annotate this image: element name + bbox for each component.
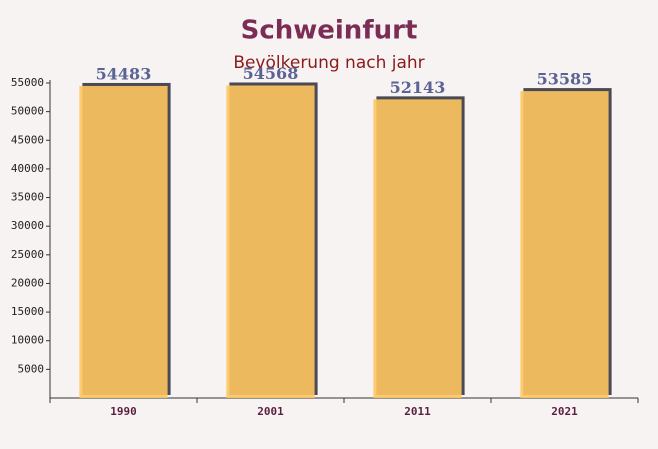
value-label: 54483 <box>96 64 152 83</box>
x-tick-label: 2021 <box>551 405 578 418</box>
chart-subtitle: Bevölkerung nach jahr <box>233 53 424 73</box>
y-tick-label: 30000 <box>11 219 44 232</box>
y-tick-label: 20000 <box>11 276 44 289</box>
y-tick-label: 50000 <box>11 105 44 118</box>
value-label: 52143 <box>390 78 446 97</box>
x-tick-label: 1990 <box>110 405 137 418</box>
y-tick-label: 15000 <box>11 305 44 318</box>
y-tick-label: 5000 <box>18 362 45 375</box>
bar <box>373 99 462 398</box>
y-tick-label: 45000 <box>11 133 44 146</box>
y-tick-label: 40000 <box>11 162 44 175</box>
bar <box>520 91 609 398</box>
y-tick-label: 25000 <box>11 248 44 261</box>
bar <box>79 85 168 398</box>
y-tick-label: 35000 <box>11 191 44 204</box>
x-tick-label: 2011 <box>404 405 431 418</box>
value-label: 54568 <box>243 64 299 83</box>
value-label: 53585 <box>537 70 593 89</box>
bar <box>226 85 315 398</box>
x-tick-label: 2001 <box>257 405 284 418</box>
y-tick-label: 10000 <box>11 334 44 347</box>
chart-title: Schweinfurt <box>241 16 418 46</box>
y-tick-label: 55000 <box>11 76 44 89</box>
